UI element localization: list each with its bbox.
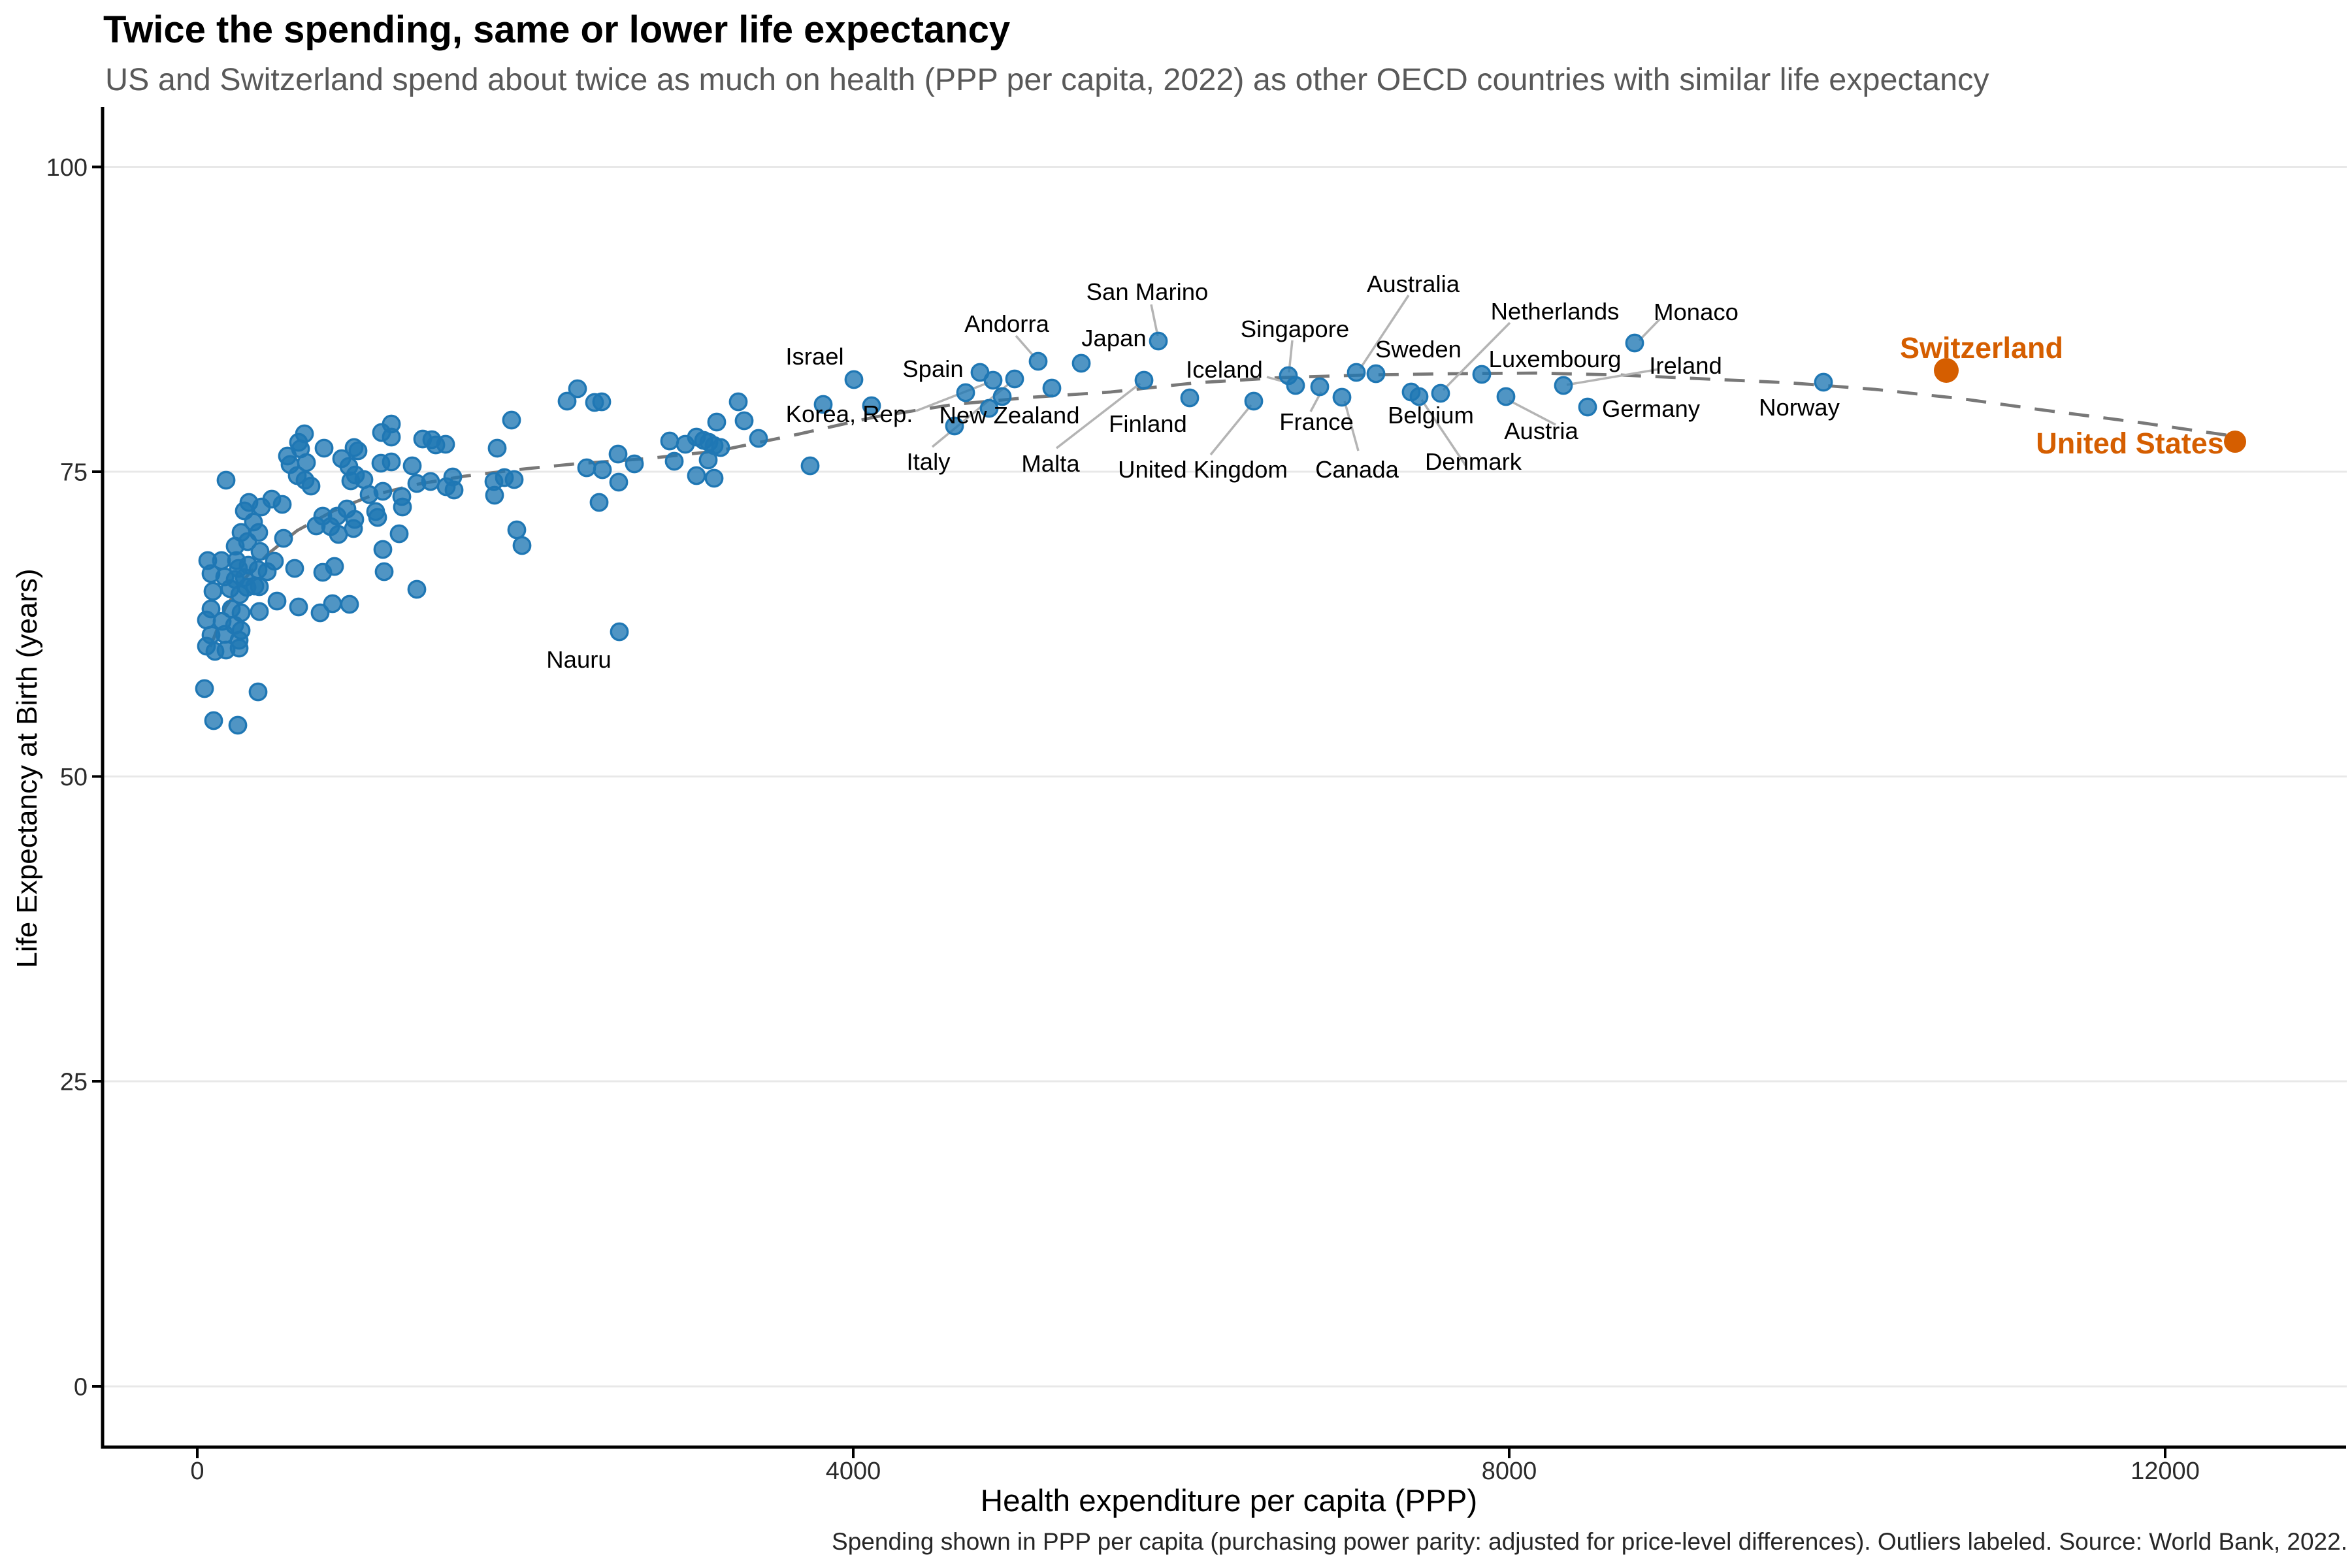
- svg-text:Iceland: Iceland: [1186, 356, 1263, 383]
- svg-text:Japan: Japan: [1081, 325, 1146, 351]
- svg-text:Finland: Finland: [1109, 410, 1187, 437]
- svg-text:4000: 4000: [826, 1458, 881, 1485]
- svg-text:United Kingdom: United Kingdom: [1118, 456, 1288, 483]
- svg-text:Life Expectancy at Birth (year: Life Expectancy at Birth (years): [11, 568, 43, 968]
- svg-text:Switzerland: Switzerland: [1900, 331, 2063, 365]
- svg-text:Denmark: Denmark: [1425, 448, 1522, 475]
- svg-text:Canada: Canada: [1315, 456, 1399, 483]
- svg-text:Germany: Germany: [1602, 395, 1701, 422]
- svg-text:Andorra: Andorra: [964, 310, 1050, 337]
- svg-text:Malta: Malta: [1021, 450, 1080, 477]
- svg-text:Norway: Norway: [1759, 394, 1840, 421]
- svg-text:Spending shown in PPP per capi: Spending shown in PPP per capita (purcha…: [832, 1528, 2347, 1555]
- svg-text:Health expenditure per capita: Health expenditure per capita (PPP): [981, 1484, 1477, 1518]
- svg-text:Italy: Italy: [907, 448, 951, 475]
- svg-text:12000: 12000: [2131, 1458, 2200, 1485]
- svg-text:Singapore: Singapore: [1241, 316, 1349, 342]
- svg-text:Luxembourg: Luxembourg: [1489, 346, 1622, 372]
- svg-text:25: 25: [60, 1069, 88, 1096]
- svg-text:New Zealand: New Zealand: [939, 402, 1079, 429]
- svg-text:50: 50: [60, 764, 88, 791]
- svg-text:Netherlands: Netherlands: [1491, 298, 1620, 325]
- svg-text:France: France: [1279, 408, 1354, 435]
- svg-text:Nauru: Nauru: [546, 646, 611, 673]
- svg-text:Korea, Rep.: Korea, Rep.: [786, 400, 913, 427]
- svg-text:Belgium: Belgium: [1388, 402, 1474, 429]
- svg-text:Twice the spending, same or lo: Twice the spending, same or lower life e…: [103, 8, 1010, 51]
- svg-text:United States: United States: [2036, 427, 2224, 460]
- svg-text:Ireland: Ireland: [1649, 352, 1722, 379]
- svg-text:US and Switzerland spend about: US and Switzerland spend about twice as …: [105, 62, 1989, 97]
- svg-text:100: 100: [46, 154, 88, 182]
- svg-text:Austria: Austria: [1504, 417, 1578, 444]
- svg-text:San Marino: San Marino: [1086, 278, 1209, 305]
- svg-text:Sweden: Sweden: [1375, 336, 1462, 363]
- svg-text:0: 0: [190, 1458, 204, 1485]
- svg-text:Monaco: Monaco: [1654, 299, 1739, 325]
- svg-text:Israel: Israel: [785, 343, 843, 370]
- svg-text:8000: 8000: [1482, 1458, 1537, 1485]
- svg-text:Spain: Spain: [902, 355, 963, 382]
- svg-text:0: 0: [74, 1374, 88, 1401]
- svg-text:75: 75: [60, 459, 88, 487]
- svg-text:Australia: Australia: [1367, 270, 1460, 297]
